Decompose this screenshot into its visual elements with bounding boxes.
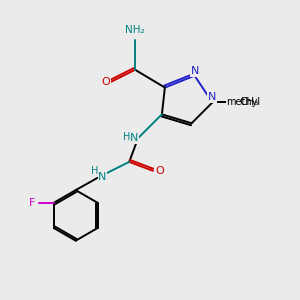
Text: N: N <box>190 66 199 76</box>
Text: N: N <box>98 172 106 182</box>
Text: N: N <box>130 133 139 143</box>
Text: NH₂: NH₂ <box>125 25 145 35</box>
Text: F: F <box>29 198 36 208</box>
Text: O: O <box>155 166 164 176</box>
Text: methyl: methyl <box>226 98 261 107</box>
Text: CH₃: CH₃ <box>239 98 258 107</box>
Text: H: H <box>91 167 99 176</box>
Text: N: N <box>208 92 217 102</box>
Text: O: O <box>101 76 110 87</box>
Text: H: H <box>123 132 130 142</box>
